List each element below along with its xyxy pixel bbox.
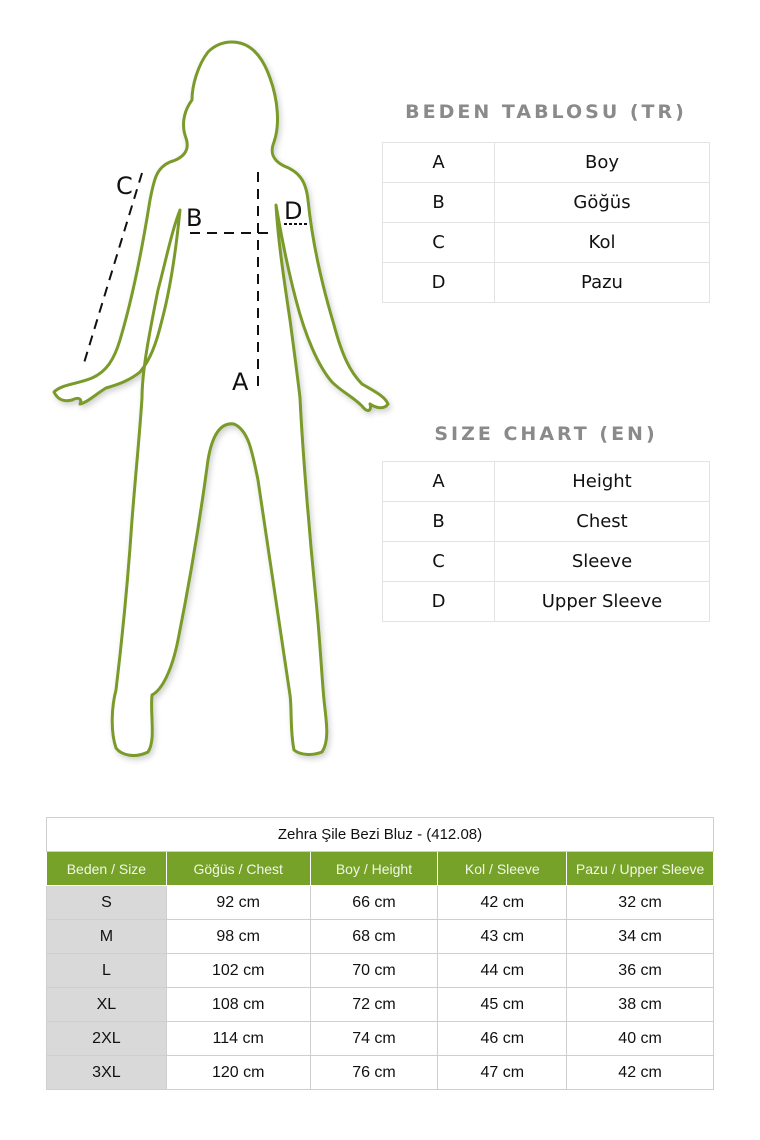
table-row: B Göğüs bbox=[382, 182, 710, 223]
en-table-title: SIZE CHART (EN) bbox=[434, 423, 658, 445]
cell-upper-sleeve: 32 cm bbox=[566, 885, 714, 920]
table-row: D Pazu bbox=[382, 262, 710, 303]
table-row: S 92 cm 66 cm 42 cm 32 cm bbox=[46, 885, 714, 920]
table-row: 2XL 114 cm 74 cm 46 cm 40 cm bbox=[46, 1021, 714, 1056]
cell-chest: 120 cm bbox=[165, 1055, 311, 1090]
cell-sleeve: 47 cm bbox=[437, 1055, 568, 1090]
cell-sleeve: 43 cm bbox=[437, 919, 568, 954]
header-size: Beden / Size bbox=[46, 851, 167, 886]
table-row: M 98 cm 68 cm 43 cm 34 cm bbox=[46, 919, 714, 954]
key-cell: D bbox=[382, 262, 495, 303]
label-a: A bbox=[232, 368, 249, 396]
value-cell: Göğüs bbox=[494, 182, 710, 223]
label-b: B bbox=[186, 204, 202, 232]
value-cell: Height bbox=[494, 461, 710, 502]
table-row: D Upper Sleeve bbox=[382, 581, 710, 622]
value-cell: Sleeve bbox=[494, 541, 710, 582]
cell-sleeve: 45 cm bbox=[437, 987, 568, 1022]
cell-chest: 92 cm bbox=[165, 885, 311, 920]
en-legend-table: A Height B Chest C Sleeve D Upper Sleeve bbox=[382, 461, 710, 622]
cell-size: 3XL bbox=[46, 1055, 167, 1090]
key-cell: D bbox=[382, 581, 495, 622]
table-row: C Kol bbox=[382, 222, 710, 263]
value-cell: Pazu bbox=[494, 262, 710, 303]
value-cell: Chest bbox=[494, 501, 710, 542]
value-cell: Kol bbox=[494, 222, 710, 263]
tr-table-title: BEDEN TABLOSU (TR) bbox=[405, 101, 687, 123]
tr-legend-table: A Boy B Göğüs C Kol D Pazu bbox=[382, 142, 710, 303]
cell-chest: 108 cm bbox=[165, 987, 311, 1022]
cell-size: 2XL bbox=[46, 1021, 167, 1056]
cell-height: 66 cm bbox=[309, 885, 439, 920]
label-d: D bbox=[284, 197, 302, 225]
value-cell: Boy bbox=[494, 142, 710, 183]
header-height: Boy / Height bbox=[309, 851, 439, 886]
table-row: 3XL 120 cm 76 cm 47 cm 42 cm bbox=[46, 1055, 714, 1090]
key-cell: A bbox=[382, 142, 495, 183]
header-sleeve: Kol / Sleeve bbox=[437, 851, 568, 886]
key-cell: B bbox=[382, 182, 495, 223]
size-table-title: Zehra Şile Bezi Bluz - (412.08) bbox=[46, 817, 714, 852]
cell-upper-sleeve: 36 cm bbox=[566, 953, 714, 988]
cell-chest: 102 cm bbox=[165, 953, 311, 988]
value-cell: Upper Sleeve bbox=[494, 581, 710, 622]
cell-height: 74 cm bbox=[309, 1021, 439, 1056]
table-row: A Height bbox=[382, 461, 710, 502]
table-row: L 102 cm 70 cm 44 cm 36 cm bbox=[46, 953, 714, 988]
cell-size: M bbox=[46, 919, 167, 954]
cell-size: L bbox=[46, 953, 167, 988]
table-row: XL 108 cm 72 cm 45 cm 38 cm bbox=[46, 987, 714, 1022]
cell-upper-sleeve: 34 cm bbox=[566, 919, 714, 954]
cell-chest: 114 cm bbox=[165, 1021, 311, 1056]
cell-sleeve: 42 cm bbox=[437, 885, 568, 920]
size-table: Zehra Şile Bezi Bluz - (412.08) Beden / … bbox=[46, 817, 714, 1090]
cell-upper-sleeve: 40 cm bbox=[566, 1021, 714, 1056]
cell-chest: 98 cm bbox=[165, 919, 311, 954]
cell-sleeve: 46 cm bbox=[437, 1021, 568, 1056]
table-row: B Chest bbox=[382, 501, 710, 542]
header-upper-sleeve: Pazu / Upper Sleeve bbox=[566, 851, 714, 886]
body-silhouette-figure: A B C D bbox=[52, 40, 390, 757]
cell-height: 68 cm bbox=[309, 919, 439, 954]
key-cell: C bbox=[382, 541, 495, 582]
cell-size: S bbox=[46, 885, 167, 920]
body-outline bbox=[52, 40, 390, 757]
table-row: A Boy bbox=[382, 142, 710, 183]
key-cell: C bbox=[382, 222, 495, 263]
cell-sleeve: 44 cm bbox=[437, 953, 568, 988]
cell-height: 72 cm bbox=[309, 987, 439, 1022]
key-cell: A bbox=[382, 461, 495, 502]
key-cell: B bbox=[382, 501, 495, 542]
table-row: C Sleeve bbox=[382, 541, 710, 582]
cell-size: XL bbox=[46, 987, 167, 1022]
cell-height: 76 cm bbox=[309, 1055, 439, 1090]
cell-upper-sleeve: 42 cm bbox=[566, 1055, 714, 1090]
cell-upper-sleeve: 38 cm bbox=[566, 987, 714, 1022]
header-chest: Göğüs / Chest bbox=[165, 851, 311, 886]
size-table-header: Beden / Size Göğüs / Chest Boy / Height … bbox=[46, 851, 714, 886]
label-c: C bbox=[116, 172, 133, 200]
cell-height: 70 cm bbox=[309, 953, 439, 988]
